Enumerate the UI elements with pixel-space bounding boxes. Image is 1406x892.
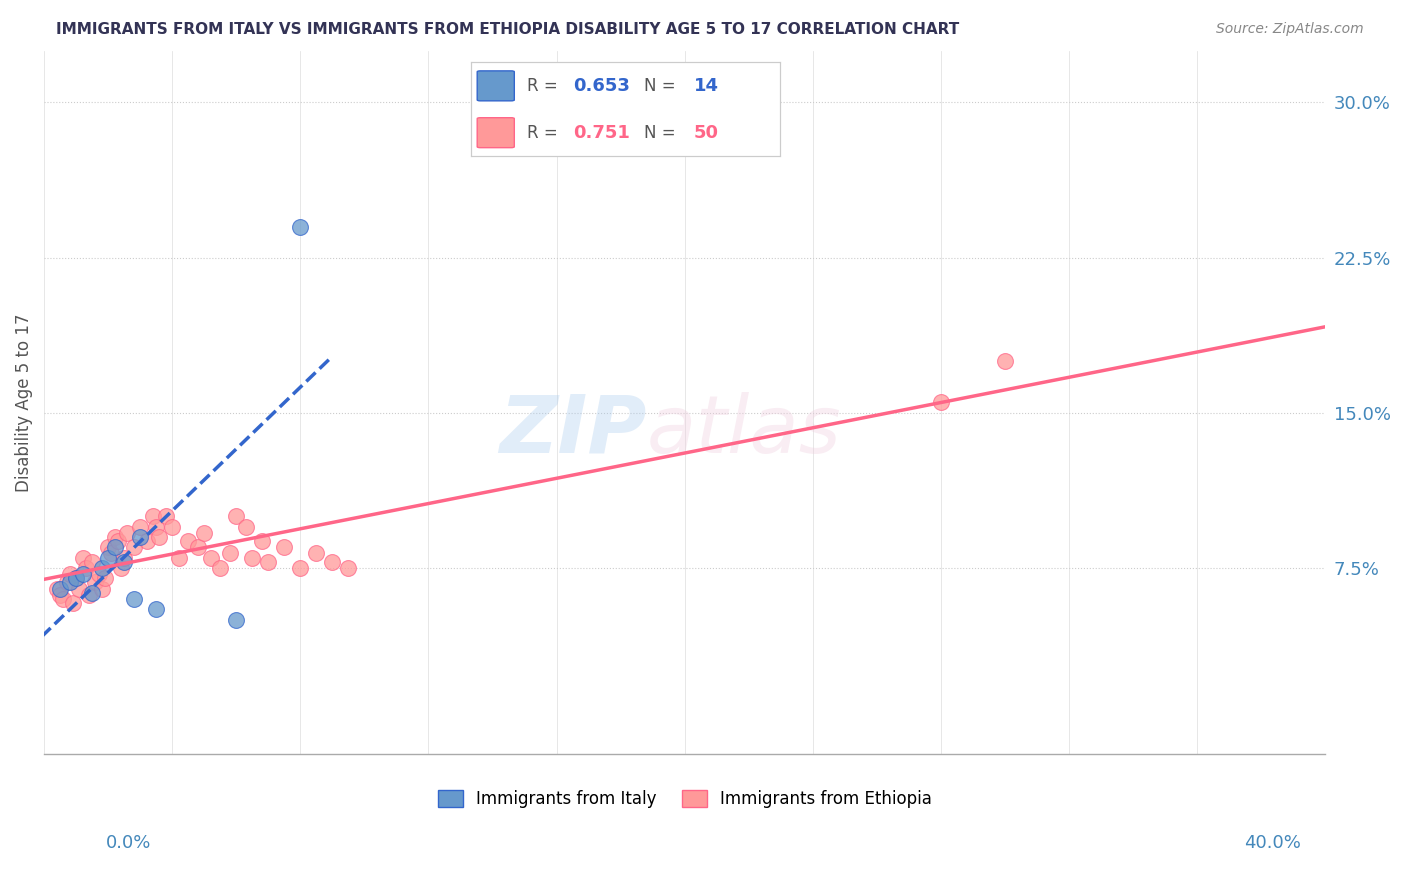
- Point: [72, 567, 94, 582]
- Point: [112, 550, 135, 565]
- Text: N =: N =: [644, 124, 681, 142]
- Text: atlas: atlas: [647, 392, 841, 469]
- Point: [107, 534, 129, 549]
- Point: [67, 582, 90, 596]
- Point: [250, 534, 273, 549]
- Point: [257, 555, 280, 569]
- Point: [225, 509, 247, 524]
- Text: N =: N =: [644, 77, 681, 95]
- Point: [90, 561, 112, 575]
- Text: Source: ZipAtlas.com: Source: ZipAtlas.com: [1216, 22, 1364, 37]
- Y-axis label: Disability Age 5 to 17: Disability Age 5 to 17: [15, 313, 32, 491]
- Point: [273, 541, 295, 555]
- Point: [145, 602, 167, 616]
- Point: [72, 550, 94, 565]
- Text: 0.653: 0.653: [574, 77, 630, 95]
- Point: [235, 519, 257, 533]
- Point: [112, 555, 135, 569]
- Text: R =: R =: [527, 77, 562, 95]
- Point: [77, 588, 100, 602]
- Point: [103, 541, 125, 555]
- Point: [103, 530, 125, 544]
- Point: [82, 586, 104, 600]
- Point: [290, 561, 312, 575]
- Point: [65, 571, 87, 585]
- Point: [177, 534, 200, 549]
- Legend: Immigrants from Italy, Immigrants from Ethiopia: Immigrants from Italy, Immigrants from E…: [429, 781, 941, 816]
- Point: [155, 509, 177, 524]
- Point: [55, 575, 77, 590]
- Point: [193, 525, 215, 540]
- Point: [148, 530, 170, 544]
- Point: [167, 550, 190, 565]
- Point: [49, 582, 72, 596]
- Point: [209, 561, 232, 575]
- Point: [160, 519, 183, 533]
- Point: [337, 561, 360, 575]
- Point: [62, 596, 84, 610]
- Point: [290, 219, 312, 234]
- Point: [45, 582, 67, 596]
- Point: [90, 582, 112, 596]
- Point: [129, 519, 152, 533]
- Point: [59, 575, 82, 590]
- Point: [100, 547, 122, 561]
- Point: [145, 519, 167, 533]
- Point: [84, 575, 107, 590]
- Point: [219, 547, 242, 561]
- Point: [929, 395, 952, 409]
- Point: [97, 541, 120, 555]
- Point: [129, 530, 152, 544]
- Point: [200, 550, 222, 565]
- Point: [122, 592, 145, 607]
- Point: [225, 613, 247, 627]
- Text: ZIP: ZIP: [499, 392, 647, 469]
- Text: 50: 50: [693, 124, 718, 142]
- Point: [187, 541, 209, 555]
- Point: [122, 541, 145, 555]
- Point: [305, 547, 328, 561]
- Text: 0.0%: 0.0%: [105, 834, 150, 852]
- Point: [94, 571, 117, 585]
- Text: 0.751: 0.751: [574, 124, 630, 142]
- Point: [49, 588, 72, 602]
- Point: [52, 592, 75, 607]
- Point: [87, 567, 110, 582]
- Text: IMMIGRANTS FROM ITALY VS IMMIGRANTS FROM ETHIOPIA DISABILITY AGE 5 TO 17 CORRELA: IMMIGRANTS FROM ITALY VS IMMIGRANTS FROM…: [56, 22, 959, 37]
- Point: [97, 550, 120, 565]
- Point: [994, 354, 1017, 368]
- Point: [321, 555, 343, 569]
- Point: [142, 509, 165, 524]
- Text: 14: 14: [693, 77, 718, 95]
- Point: [65, 571, 87, 585]
- Text: 40.0%: 40.0%: [1244, 834, 1301, 852]
- Point: [117, 525, 139, 540]
- FancyBboxPatch shape: [477, 118, 515, 148]
- FancyBboxPatch shape: [477, 70, 515, 101]
- Point: [59, 567, 82, 582]
- Point: [75, 561, 97, 575]
- Point: [82, 555, 104, 569]
- Point: [135, 534, 157, 549]
- Point: [110, 561, 132, 575]
- Text: R =: R =: [527, 124, 562, 142]
- Point: [240, 550, 263, 565]
